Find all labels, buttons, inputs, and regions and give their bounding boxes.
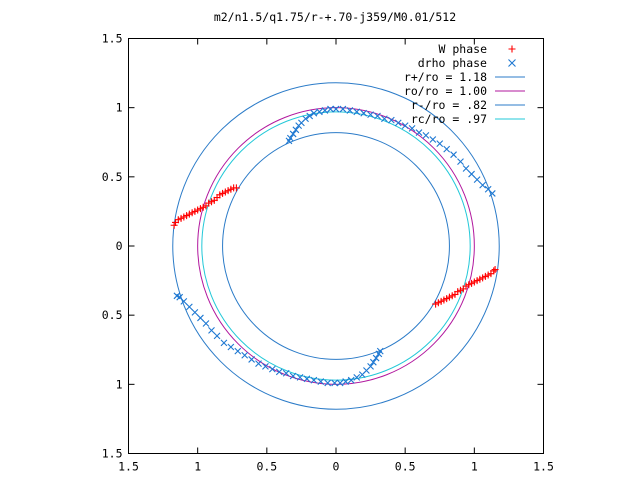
w-phase-point-46	[432, 300, 440, 308]
drho-phase-point-8	[310, 109, 318, 117]
drho-phase-point-7	[306, 112, 314, 120]
drho-phase-point-10	[321, 107, 329, 114]
drho-phase-point-15	[353, 108, 361, 116]
legend-marker-sample-0	[508, 45, 516, 53]
drho-phase-point-16	[360, 109, 368, 117]
drho-phase-point-61	[241, 351, 249, 359]
drho-phase-point-63	[227, 343, 235, 351]
drho-phase-point-1	[286, 134, 294, 142]
drho-phase-point-50	[317, 378, 325, 385]
drho-phase-point-26	[429, 136, 437, 143]
drho-phase-point-46	[342, 378, 350, 385]
drho-phase-point-2	[289, 130, 297, 138]
x-tick-label-3: 0	[333, 460, 340, 474]
drho-phase-point-12	[332, 105, 340, 113]
drho-phase-point-22	[401, 122, 409, 130]
x-tick-label-1: 1	[194, 460, 201, 474]
drho-phase-point-34	[479, 181, 487, 189]
y-tick-label-5: 1	[116, 101, 123, 115]
drho-phase-point-11	[327, 105, 334, 113]
drho-phase-point-3	[292, 126, 300, 134]
drho-phase-point-59	[255, 360, 262, 367]
w-phase-point-23	[232, 184, 240, 192]
drho-phase-point-45	[347, 376, 355, 384]
y-tick-label-4: 0.5	[102, 170, 123, 184]
legend-label-2: r+/ro = 1.18	[404, 70, 487, 84]
x-tick-label-0: 1.5	[118, 460, 139, 474]
drho-phase-point-58	[262, 362, 269, 370]
drho-phase-point-57	[268, 365, 276, 373]
legend-label-3: ro/ro = 1.00	[404, 84, 487, 98]
drho-phase-point-62	[234, 347, 242, 355]
drho-phase-point-51	[310, 376, 318, 384]
y-tick-label-1: 1	[116, 377, 123, 391]
drho-phase-point-48	[331, 379, 339, 387]
drho-phase-point-44	[353, 374, 361, 381]
legend-label-0: W phase	[439, 42, 488, 56]
drho-phase-point-28	[443, 145, 451, 153]
legend-label-4: r-/ro = .82	[411, 98, 487, 112]
drho-phase-point-33	[473, 176, 481, 183]
w-phase-point-24	[491, 266, 499, 274]
drho-phase-point-32	[468, 170, 475, 178]
drho-phase-point-23	[408, 125, 416, 132]
drho-phase-point-52	[303, 375, 311, 383]
circle-3	[222, 132, 450, 360]
drho-phase-point-49	[324, 379, 332, 387]
x-tick-label-4: 0.5	[395, 460, 416, 474]
y-tick-label-6: 1.5	[102, 32, 123, 46]
chart-title: m2/n1.5/q1.75/r-+.70-j359/M0.01/512	[214, 10, 456, 24]
legend-label-1: drho phase	[418, 56, 487, 70]
circle-1	[172, 82, 500, 410]
drho-phase-point-39	[372, 354, 380, 362]
circle-4	[201, 111, 471, 381]
y-tick-label-3: 0	[116, 239, 123, 253]
drho-phase-point-21	[394, 119, 402, 127]
drho-phase-point-43	[358, 371, 366, 379]
drho-phase-point-14	[346, 107, 354, 114]
ticks-layer: 1.5 1 0.5 0 0.5 1 1.51.510.500.511.5	[102, 32, 554, 474]
drho-phase-point-20	[387, 116, 395, 124]
legend-marker-sample-1	[508, 59, 516, 67]
drho-phase-point-36	[488, 190, 496, 197]
x-tick-label-2: 0.5	[256, 460, 277, 474]
drho-phase-point-47	[336, 379, 344, 387]
drho-phase-point-67	[202, 320, 210, 327]
drho-phase-point-9	[316, 108, 323, 116]
points-layer	[170, 105, 499, 387]
legend-label-5: rc/ro = .97	[411, 112, 487, 126]
drho-phase-point-54	[289, 372, 297, 380]
drho-phase-point-6	[302, 115, 309, 123]
drho-phase-point-69	[191, 309, 199, 316]
drho-phase-point-38	[375, 350, 383, 358]
y-tick-label-2: 0.5	[102, 308, 123, 322]
drho-phase-point-18	[374, 112, 381, 120]
drho-phase-point-64	[220, 339, 228, 347]
drho-phase-point-60	[248, 356, 256, 363]
x-tick-label-6: 1.5	[533, 460, 554, 474]
drho-phase-point-19	[381, 115, 388, 123]
drho-phase-point-66	[208, 326, 215, 334]
drho-phase-point-53	[296, 374, 304, 381]
drho-phase-point-30	[457, 158, 464, 166]
drho-phase-point-17	[367, 111, 374, 118]
x-tick-label-5: 1	[471, 460, 478, 474]
drho-phase-point-73	[173, 292, 181, 300]
drho-phase-point-55	[282, 369, 290, 377]
y-tick-label-0: 1.5	[102, 447, 123, 461]
drho-phase-point-13	[339, 105, 347, 113]
drho-phase-point-29	[450, 151, 457, 159]
drho-phase-point-70	[185, 303, 193, 311]
drho-phase-point-25	[422, 131, 430, 139]
drho-phase-point-31	[462, 165, 470, 172]
drho-phase-point-56	[275, 368, 283, 376]
drho-phase-point-24	[415, 129, 423, 136]
drho-phase-point-27	[436, 140, 444, 148]
drho-phase-point-40	[369, 358, 377, 366]
drho-phase-point-65	[213, 332, 221, 340]
drho-phase-point-68	[197, 314, 204, 322]
